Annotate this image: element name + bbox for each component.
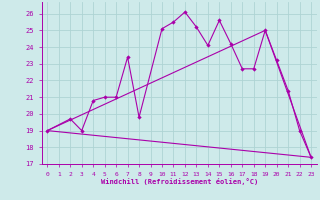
X-axis label: Windchill (Refroidissement éolien,°C): Windchill (Refroidissement éolien,°C): [100, 178, 258, 185]
